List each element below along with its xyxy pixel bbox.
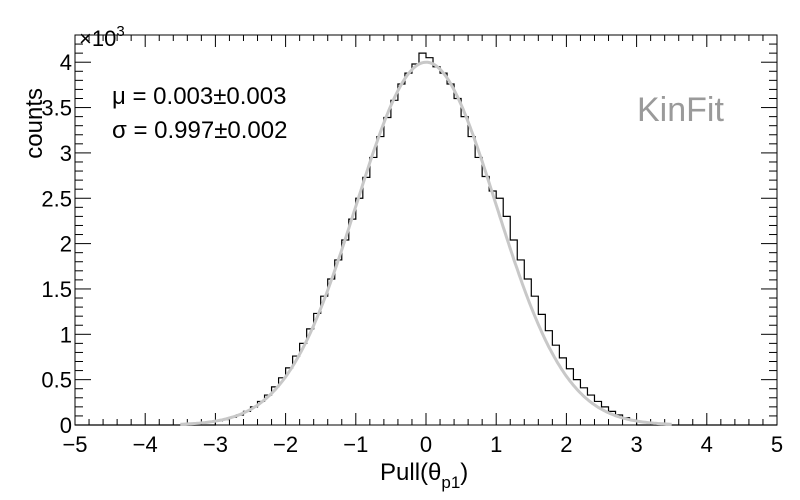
x-tick-label: −1	[343, 432, 368, 457]
x-axis-title-subscript: p1	[441, 473, 460, 492]
x-tick-label: −3	[203, 432, 228, 457]
y-tick-label: 1	[60, 322, 72, 347]
y-tick-label: 2	[60, 232, 72, 257]
stat-mu-value: = 0.003±0.003	[126, 83, 287, 110]
y-axis-multiplier-base: ×10	[79, 26, 116, 51]
x-tick-label: 5	[771, 432, 783, 457]
x-tick-label: 2	[560, 432, 572, 457]
y-tick-label: 1.5	[41, 277, 72, 302]
kinfit-watermark: KinFit	[637, 91, 724, 129]
stat-sigma-symbol: σ	[112, 117, 127, 144]
x-tick-label: −2	[273, 432, 298, 457]
y-tick-label: 3	[60, 141, 72, 166]
x-tick-label: 4	[701, 432, 713, 457]
stat-sigma: σ = 0.997±0.002	[112, 117, 287, 144]
x-axis-title: Pull(θp1)	[380, 459, 468, 492]
y-axis-title: counts	[21, 88, 48, 159]
x-tick-label: −5	[62, 432, 87, 457]
x-axis-title-main: Pull(θ	[380, 459, 441, 486]
y-tick-label: 3.5	[41, 96, 72, 121]
stat-sigma-value: = 0.997±0.002	[127, 117, 288, 144]
gaussian-fit-curve	[180, 60, 672, 426]
y-axis-multiplier: ×103	[79, 23, 125, 51]
x-tick-label: 0	[420, 432, 432, 457]
histogram-steps	[75, 52, 777, 426]
stat-mu-symbol: μ	[112, 83, 126, 110]
x-tick-label: −4	[133, 432, 158, 457]
x-tick-label: 1	[490, 432, 502, 457]
stat-mu: μ = 0.003±0.003	[112, 83, 286, 110]
y-tick-label: 0	[60, 413, 72, 438]
x-tick-label: 3	[630, 432, 642, 457]
y-tick-label: 0.5	[41, 368, 72, 393]
y-tick-label: 2.5	[41, 186, 72, 211]
x-axis-title-close: )	[460, 459, 468, 486]
y-axis-multiplier-exponent: 3	[116, 23, 124, 40]
y-tick-label: 4	[60, 50, 72, 75]
